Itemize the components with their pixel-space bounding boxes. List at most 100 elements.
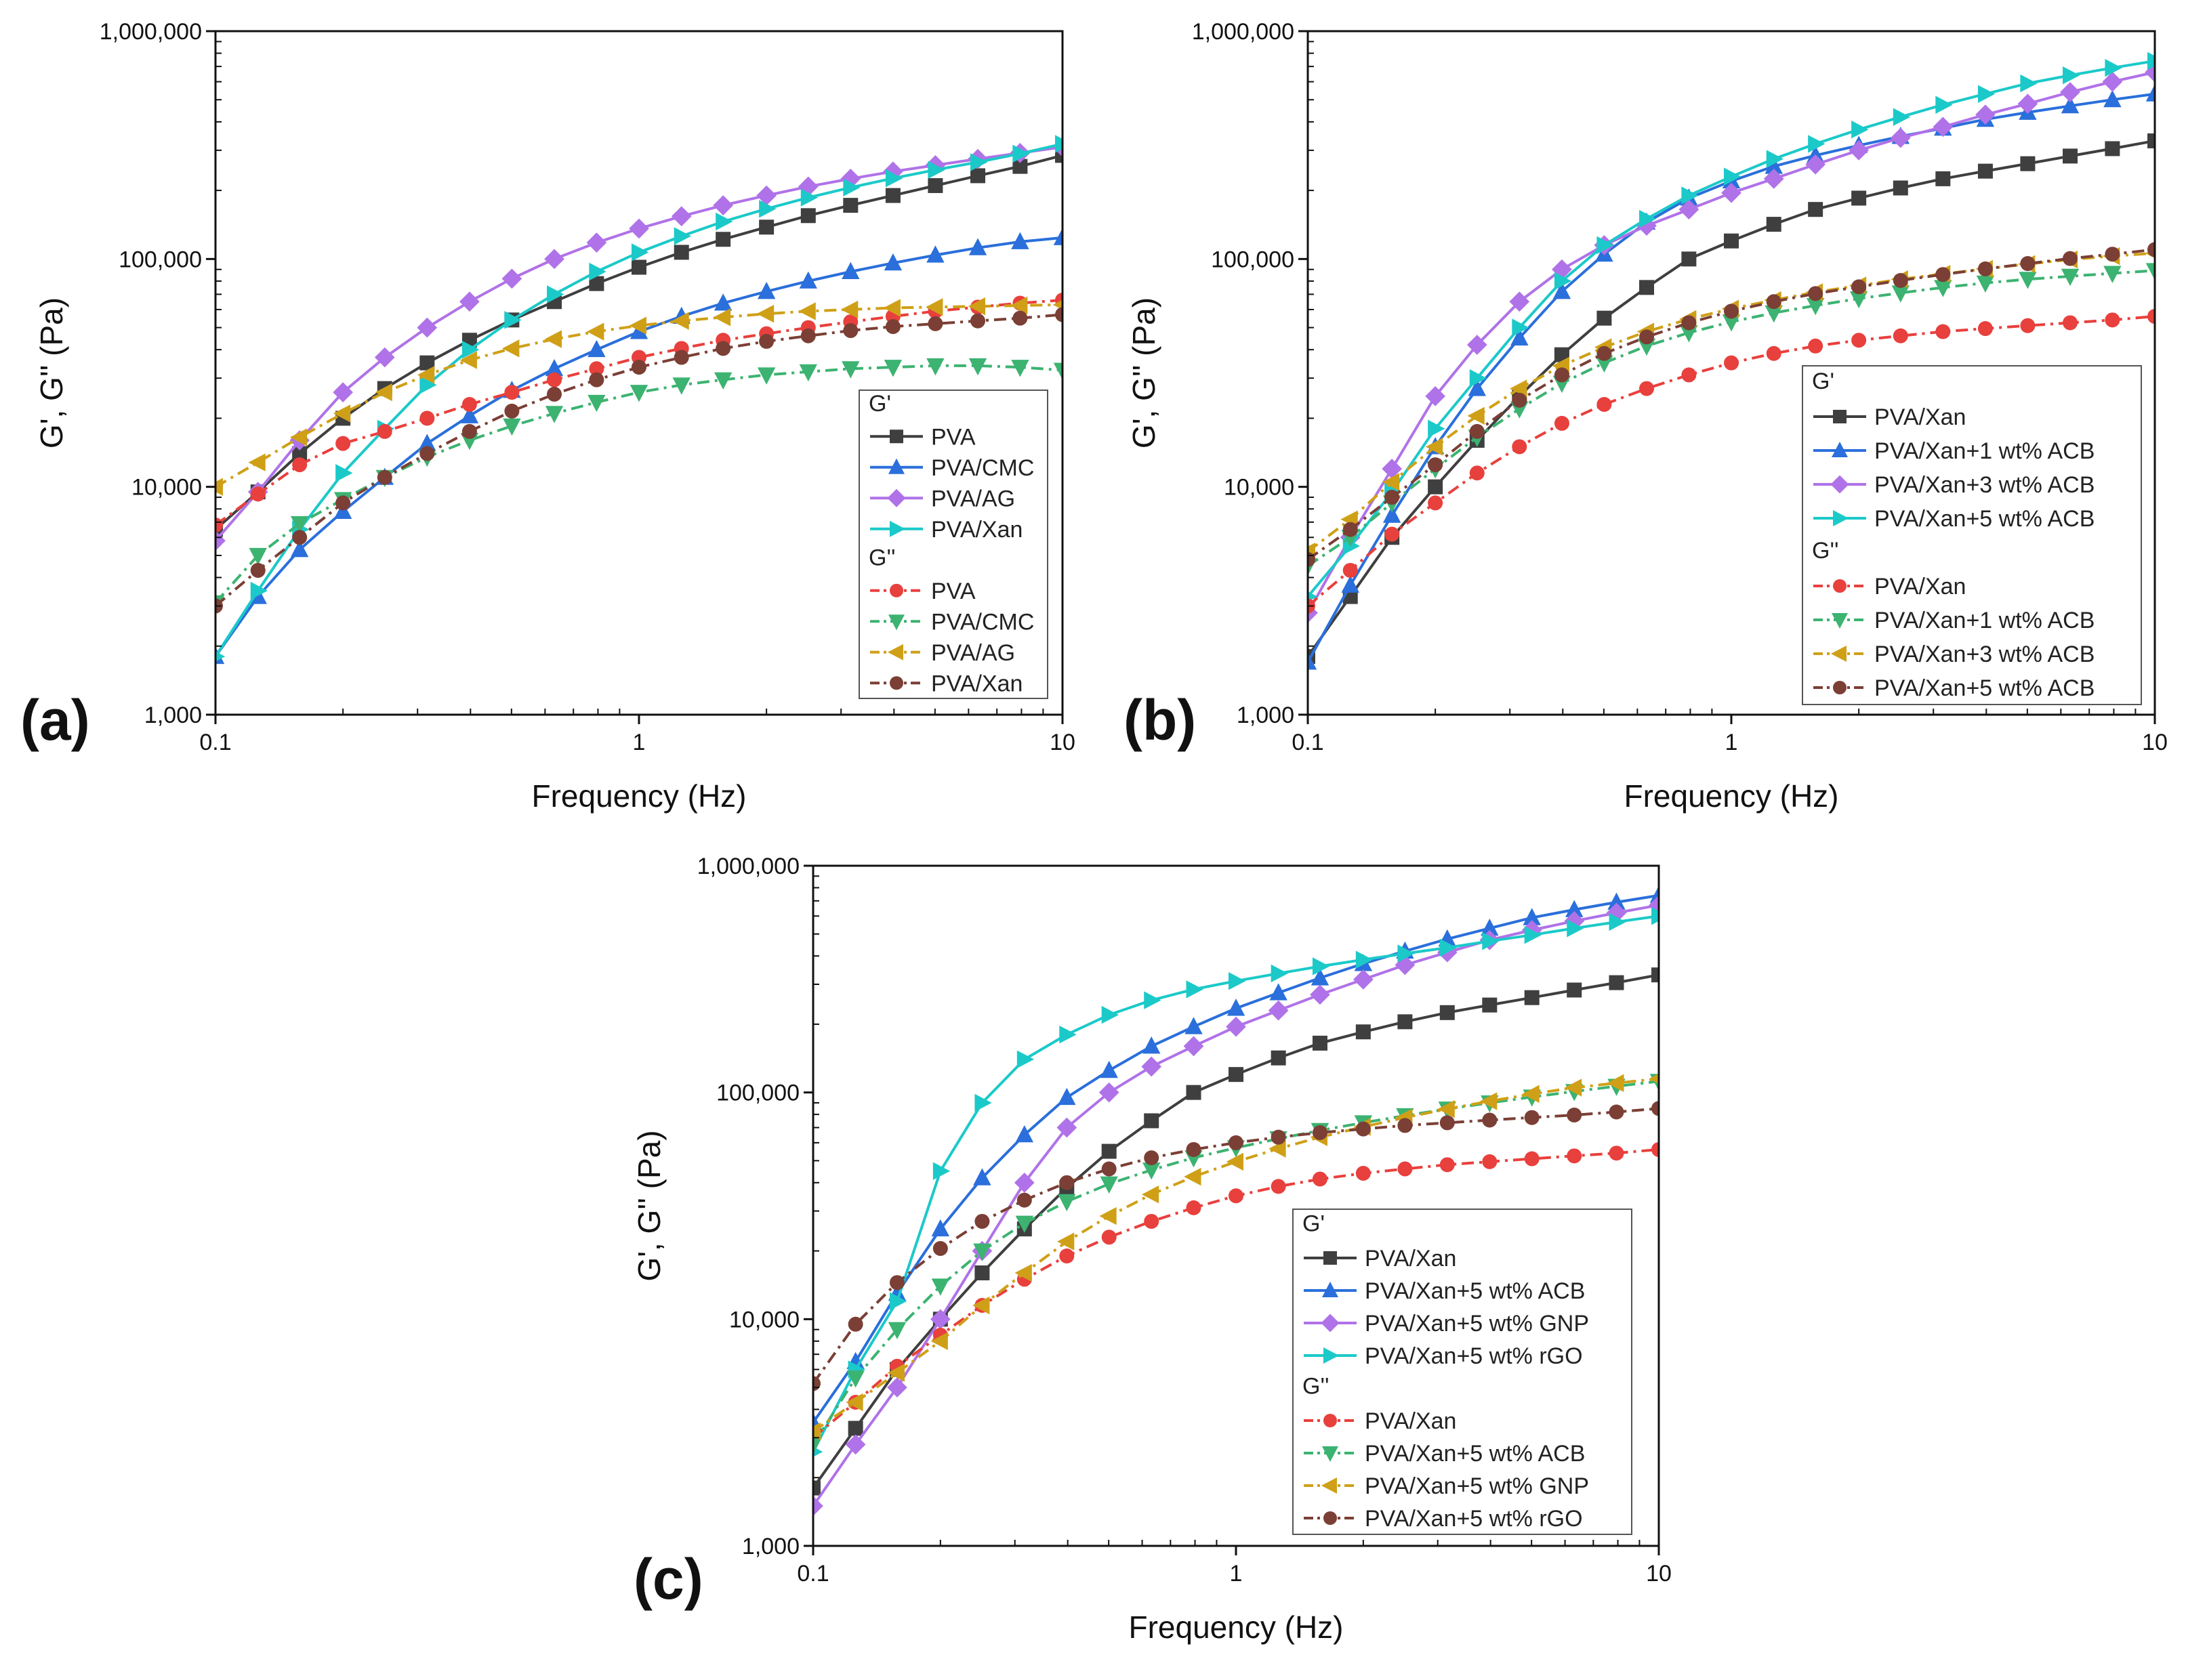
data-point <box>215 530 226 551</box>
data-point <box>1011 232 1029 249</box>
data-point <box>1425 385 1445 406</box>
legend-group-title: G' <box>1812 369 1834 394</box>
data-point <box>970 313 986 329</box>
legend-group-title: G'' <box>1302 1374 1329 1400</box>
x-tick-label: 1 <box>633 730 646 755</box>
data-point <box>1342 562 1358 578</box>
data-point <box>1724 303 1739 319</box>
data-point <box>1355 1165 1371 1181</box>
data-point <box>840 169 861 189</box>
x-tick-label: 0.1 <box>1292 730 1323 755</box>
data-point <box>419 411 435 426</box>
x-axis-label: Frequency (Hz) <box>532 778 747 814</box>
legend-marker <box>1322 1282 1338 1297</box>
data-point <box>1469 465 1485 481</box>
data-point <box>799 364 817 382</box>
data-point <box>2147 51 2155 70</box>
data-point <box>1059 1026 1077 1044</box>
data-point <box>887 1377 907 1398</box>
data-point <box>1724 167 1741 186</box>
data-point <box>290 516 309 534</box>
data-point <box>970 153 988 171</box>
data-point <box>1382 473 1400 491</box>
data-point <box>974 1265 990 1281</box>
data-point <box>970 168 986 184</box>
data-point <box>1144 1150 1159 1166</box>
data-point <box>843 198 859 213</box>
data-point <box>2105 59 2122 77</box>
data-point <box>1849 291 1868 309</box>
data-point <box>1977 321 1993 337</box>
data-point <box>333 382 353 402</box>
data-point <box>813 1422 821 1441</box>
data-point <box>1512 392 1527 408</box>
data-point <box>1269 1139 1286 1158</box>
data-point <box>1976 275 1995 293</box>
data-point <box>1059 1175 1075 1190</box>
data-point <box>1397 1014 1413 1030</box>
data-point <box>714 372 733 390</box>
data-point <box>1467 406 1485 425</box>
legend-group-title: G'' <box>869 545 895 570</box>
data-point <box>1229 1188 1243 1204</box>
data-point <box>974 1213 990 1229</box>
data-point <box>1524 926 1542 944</box>
data-point <box>2060 82 2080 102</box>
data-point <box>800 328 816 343</box>
data-point <box>716 341 731 356</box>
data-point <box>674 245 689 260</box>
data-point <box>250 486 266 502</box>
data-point <box>2145 84 2155 102</box>
data-point <box>800 208 816 224</box>
data-point <box>1308 652 1317 670</box>
data-point <box>1052 299 1063 310</box>
chart-panel-3: 1,000 10,000 100,000 1,000,000 0.1 1 10 Frequen… <box>632 854 1672 1645</box>
data-point <box>1649 1073 1659 1084</box>
legend-marker <box>1323 1347 1339 1364</box>
legend-marker <box>1832 613 1848 629</box>
data-point <box>1183 1036 1204 1057</box>
legend-marker <box>1832 442 1848 457</box>
y-tick-label: 1,000 <box>1237 702 1294 728</box>
data-point <box>1312 1035 1327 1051</box>
data-point <box>1428 419 1445 438</box>
data-point <box>377 469 392 485</box>
data-point <box>1934 280 1952 297</box>
data-point <box>1766 345 1781 361</box>
data-point <box>292 446 308 461</box>
data-point <box>1522 1085 1540 1104</box>
data-point <box>1271 964 1288 983</box>
data-point <box>1933 117 1954 138</box>
data-point <box>1851 190 1867 206</box>
data-point <box>1384 490 1400 505</box>
data-point <box>2063 251 2078 266</box>
data-point <box>888 1322 907 1339</box>
data-point <box>1564 1078 1582 1097</box>
data-point <box>756 304 775 323</box>
legend-marker <box>1833 510 1849 526</box>
y-axis-label: G', G'' (Pa) <box>1126 297 1161 448</box>
legend-marker <box>1323 1511 1337 1525</box>
data-point <box>1055 148 1063 163</box>
data-point <box>1651 1101 1659 1116</box>
data-point <box>1554 347 1569 362</box>
legend-entry-label: PVA/Xan <box>931 671 1023 696</box>
data-point <box>1101 1161 1117 1177</box>
data-point <box>1724 355 1739 371</box>
data-point <box>1397 1161 1413 1177</box>
x-tick-label: 0.1 <box>199 730 231 755</box>
data-point <box>2105 247 2120 262</box>
data-point <box>889 1275 905 1290</box>
data-point <box>799 271 817 289</box>
data-point <box>1680 325 1698 343</box>
data-point <box>1466 335 1487 355</box>
data-point <box>545 406 564 423</box>
data-point <box>1100 1176 1118 1194</box>
data-point <box>1567 1108 1582 1123</box>
data-point <box>926 358 945 376</box>
legend: G' PVA/Xan PVA/Xan+1 wt% ACB PVA/Xan+3 wt% … <box>1802 365 2142 705</box>
data-point <box>930 1332 948 1350</box>
data-point <box>1355 1121 1371 1137</box>
legend-entry-label: PVA/Xan <box>1874 404 1966 430</box>
data-point <box>1425 438 1443 456</box>
